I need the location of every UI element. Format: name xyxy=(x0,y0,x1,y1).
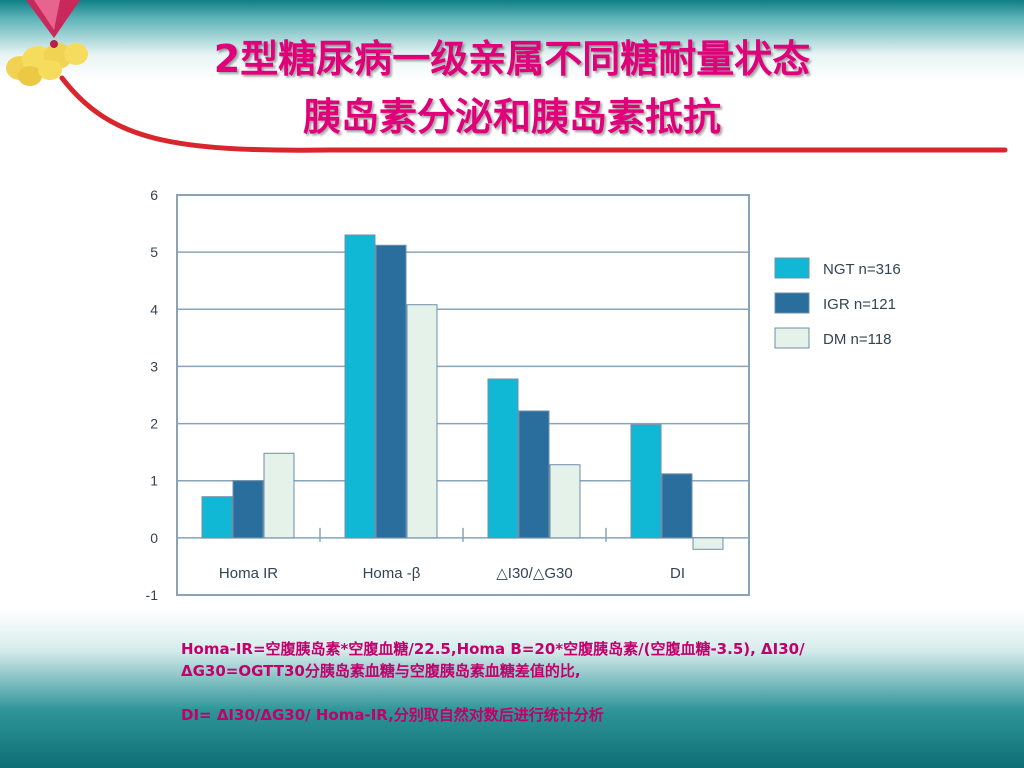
slide-title-line1: 2型糖尿病一级亲属不同糖耐量状态 xyxy=(213,37,811,81)
bar-dm xyxy=(692,537,724,550)
bar-igr xyxy=(375,244,407,539)
bar-igr xyxy=(518,410,550,539)
y-tick-label: -1 xyxy=(146,587,159,603)
x-tick-label: DI xyxy=(670,565,685,582)
legend-label: NGT n=316 xyxy=(823,261,901,278)
formula-caption: Homa-IR=空腹胰岛素*空腹血糖/22.5,Homa B=20*空腹胰岛素/… xyxy=(181,640,805,680)
bar-ngt xyxy=(201,496,233,539)
bar-ngt xyxy=(630,424,662,539)
bar-ngt xyxy=(487,378,519,539)
x-tick-label: Homa IR xyxy=(219,565,278,582)
bar-igr xyxy=(232,480,264,539)
funnel-icon xyxy=(26,0,80,48)
y-tick-label: 1 xyxy=(150,473,158,489)
y-tick-label: 6 xyxy=(150,187,158,203)
y-tick-label: 0 xyxy=(150,530,158,546)
y-tick-label: 3 xyxy=(150,358,158,374)
legend-swatch xyxy=(774,257,810,279)
analysis-caption: DI= ΔI30/ΔG30/ Homa-IR,分别取自然对数后进行统计分析 xyxy=(181,706,604,724)
legend-swatch xyxy=(774,327,810,349)
bar-dm xyxy=(263,452,295,539)
legend-label: DM n=118 xyxy=(823,331,892,348)
y-tick-label: 5 xyxy=(150,244,158,260)
legend-swatch xyxy=(774,292,810,314)
bar-dm xyxy=(406,304,438,539)
slide-title-line2: 胰岛素分泌和胰岛素抵抗 xyxy=(302,95,721,139)
red-swoosh-line xyxy=(59,75,1008,153)
y-tick-label: 4 xyxy=(150,301,158,317)
chart-svg: -1 0 1 2 3 4 5 6 Homa IR Homa -β △I30/△G30 DI NGT n=… xyxy=(146,187,901,603)
bar-igr xyxy=(661,473,693,539)
pancreas-icon xyxy=(6,43,88,86)
y-tick-label: 2 xyxy=(150,416,158,432)
bar-chart: -1 0 1 2 3 4 5 6 Homa IR Homa -β △I30/△G30 DI NGT n=… xyxy=(130,180,930,610)
bar-dm xyxy=(549,464,581,539)
x-tick-label: △I30/△G30 xyxy=(496,565,572,582)
legend-label: IGR n=121 xyxy=(823,296,896,313)
bar-ngt xyxy=(344,234,376,539)
x-tick-label: Homa -β xyxy=(363,565,421,582)
